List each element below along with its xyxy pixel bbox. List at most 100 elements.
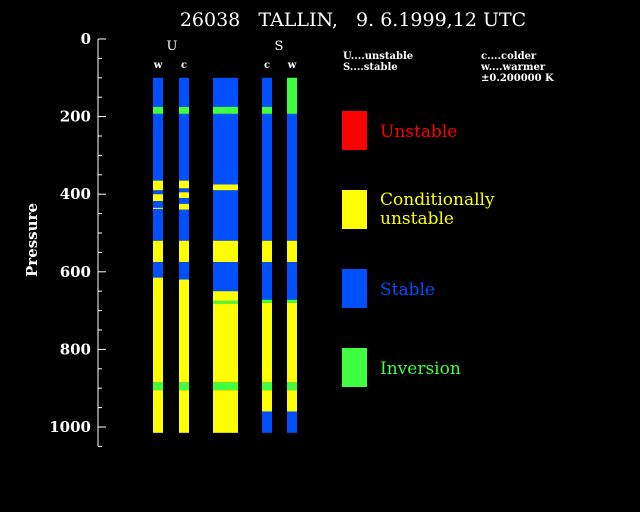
column-label: w (153, 60, 163, 71)
segment-conditional (179, 192, 189, 199)
segment-stable (179, 77, 189, 107)
segment-conditional (262, 240, 272, 263)
segment-inversion (153, 382, 163, 391)
segment-inversion (213, 382, 238, 391)
segment-stable (179, 209, 189, 241)
segment-conditional (153, 194, 163, 202)
segment-conditional (287, 390, 297, 412)
legend-label: Unstable (380, 122, 457, 142)
segment-stable (287, 262, 297, 300)
segment-conditional (179, 390, 189, 433)
segment-stable (262, 77, 272, 107)
segment-conditional (213, 390, 238, 433)
y-axis-label: Pressure (23, 203, 41, 277)
segment-stable (262, 411, 272, 433)
y-tick-label: 1000 (49, 418, 91, 436)
legend-label: Inversion (380, 359, 461, 379)
segment-stable (262, 113, 272, 241)
segment-conditional (262, 302, 272, 383)
segment-conditional (213, 303, 238, 383)
segment-inversion (287, 299, 297, 303)
legend-label: Conditionally (380, 190, 495, 210)
segment-conditional (153, 207, 163, 209)
legend-label: Stable (380, 280, 435, 300)
group-label-s: S (275, 39, 284, 54)
legend-swatch (342, 348, 367, 387)
segment-conditional (213, 240, 238, 263)
segment-conditional (153, 390, 163, 433)
segment-conditional (153, 180, 163, 191)
column-label: w (287, 60, 297, 71)
segment-stable (153, 201, 163, 208)
note-left: S....stable (343, 62, 398, 73)
y-axis: 0 200 400 600 800 1000 (49, 30, 106, 447)
segment-stable (287, 113, 297, 241)
group-label-u: U (167, 39, 178, 54)
column-2: c (179, 60, 189, 433)
segment-stable (179, 188, 189, 193)
column-4: c (262, 60, 272, 433)
legend-label: unstable (380, 209, 454, 229)
segment-inversion (179, 382, 189, 391)
segment-inversion (213, 300, 238, 304)
segment-stable (179, 113, 189, 181)
column-3 (213, 77, 238, 433)
note-right: ±0.200000 K (481, 73, 554, 84)
segment-inversion (262, 299, 272, 303)
y-tick-label: 0 (81, 30, 91, 48)
segment-conditional (179, 203, 189, 210)
column-5: w (287, 60, 297, 433)
segment-conditional (262, 390, 272, 412)
segment-conditional (153, 240, 163, 263)
note-right: c....colder (481, 51, 537, 62)
legend-swatch (342, 190, 367, 229)
segment-conditional (213, 291, 238, 301)
segment-stable (179, 262, 189, 280)
segment-conditional (287, 302, 297, 383)
segment-conditional (179, 180, 189, 189)
segment-inversion (213, 106, 238, 114)
segment-stable (179, 198, 189, 204)
legend-item-inversion: Inversion (342, 348, 461, 387)
note-right: w....warmer (480, 62, 546, 73)
segment-inversion (287, 77, 297, 114)
segment-stable (153, 77, 163, 107)
chart-title: 26038 TALLIN, 9. 6.1999,12 UTC (180, 9, 526, 31)
y-tick-label: 800 (60, 340, 91, 358)
legend-item-unstable: Unstable (342, 111, 457, 150)
segment-stable (153, 262, 163, 278)
y-tick-label: 600 (60, 263, 91, 281)
column-label: c (181, 60, 187, 71)
legend-swatch (342, 269, 367, 308)
y-tick-label: 200 (60, 108, 91, 126)
segment-inversion (262, 382, 272, 391)
note-left: U....unstable (343, 51, 413, 62)
segment-conditional (179, 279, 189, 383)
segment-stable (153, 190, 163, 195)
segment-stable (213, 262, 238, 292)
legend-swatch (342, 111, 367, 150)
segment-conditional (287, 240, 297, 263)
segment-stable (153, 113, 163, 181)
segment-conditional (153, 277, 163, 383)
y-tick-label: 400 (60, 185, 91, 203)
segment-conditional (179, 240, 189, 263)
segment-stable (213, 113, 238, 185)
segment-inversion (262, 106, 272, 114)
column-1: w (153, 60, 163, 433)
segment-stable (287, 411, 297, 433)
segment-stable (213, 77, 238, 107)
segment-stable (153, 208, 163, 241)
segment-stable (262, 262, 272, 300)
segment-inversion (153, 106, 163, 114)
segment-stable (213, 190, 238, 241)
column-label: c (264, 60, 270, 71)
segment-inversion (287, 382, 297, 391)
segment-inversion (179, 106, 189, 114)
legend-item-stable: Stable (342, 269, 435, 308)
